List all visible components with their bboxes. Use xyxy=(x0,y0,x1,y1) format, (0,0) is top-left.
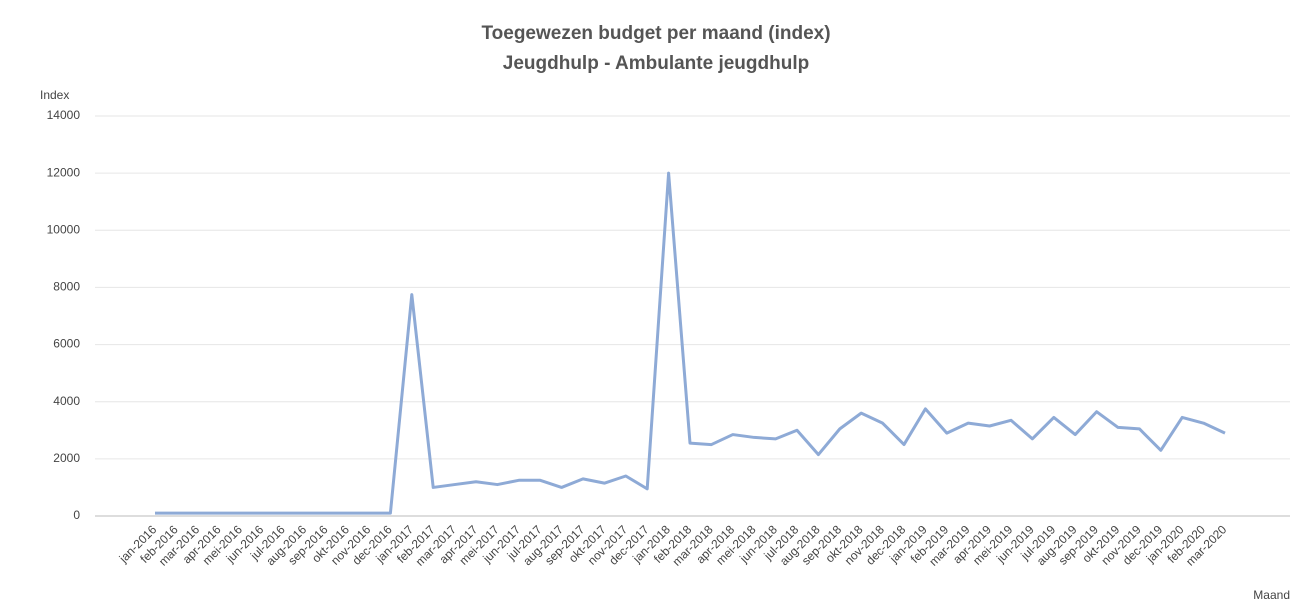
chart-title: Toegewezen budget per maand (index) xyxy=(481,23,830,44)
chart-subtitle: Jeugdhulp - Ambulante jeugdhulp xyxy=(503,53,809,74)
y-tick-label: 8000 xyxy=(53,280,80,294)
y-axis-label: Index xyxy=(40,88,69,102)
y-tick-label: 6000 xyxy=(53,337,80,351)
data-line xyxy=(155,171,1226,515)
x-axis-label: Maand xyxy=(1253,588,1290,602)
y-tick-label: 4000 xyxy=(53,394,80,408)
y-tick-label: 12000 xyxy=(47,165,81,179)
y-tick-label: 0 xyxy=(73,508,80,522)
y-tick-label: 14000 xyxy=(47,108,81,122)
y-tick-label: 10000 xyxy=(47,222,81,236)
y-tick-label: 2000 xyxy=(53,451,80,465)
